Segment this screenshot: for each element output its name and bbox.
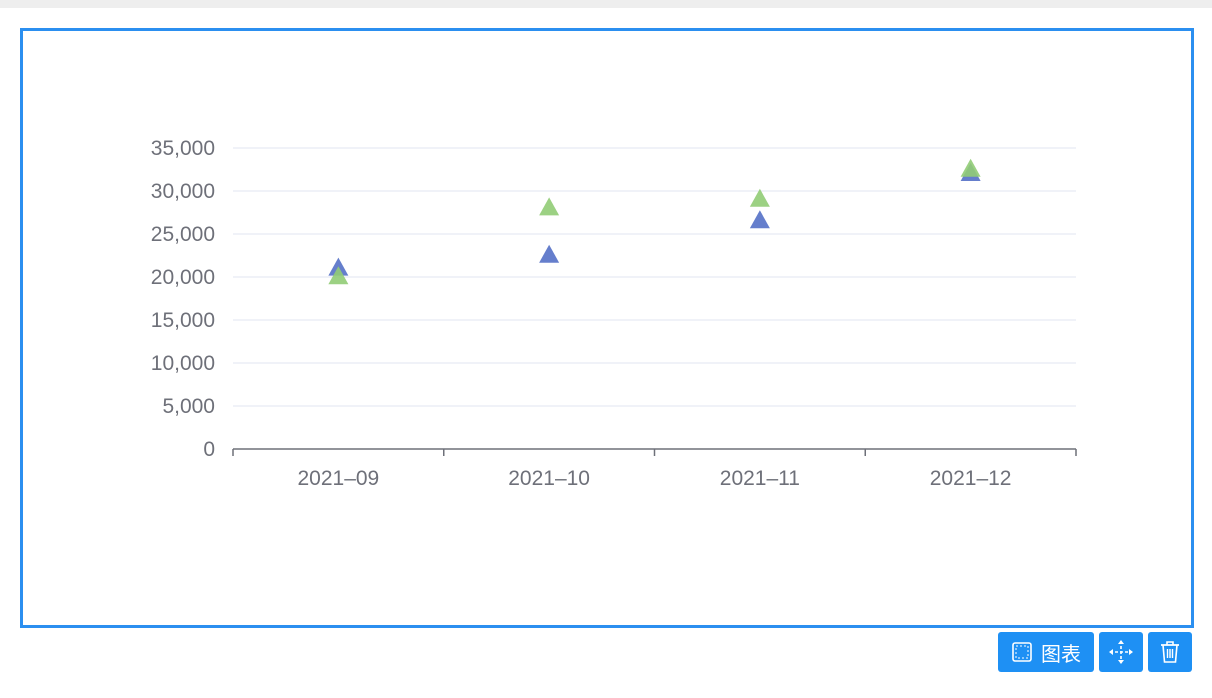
chart-toolbar: 图表 — [998, 632, 1192, 672]
y-tick-label: 30,000 — [151, 180, 215, 203]
delete-button[interactable] — [1148, 632, 1192, 672]
x-tick-label: 2021–11 — [720, 467, 800, 490]
x-axis-labels: 2021–09 2021–10 2021–11 2021–12 — [297, 467, 1011, 490]
y-tick-label: 20,000 — [151, 266, 215, 289]
move-icon — [1109, 640, 1133, 664]
y-tick-label: 5,000 — [162, 395, 215, 418]
x-tick-label: 2021–10 — [508, 467, 590, 490]
y-axis-labels: 0 5,000 10,000 15,000 20,000 25,000 30,000 35,0… — [151, 137, 215, 461]
series-2-point[interactable] — [960, 158, 981, 177]
y-tick-label: 10,000 — [151, 352, 215, 375]
y-tick-label: 15,000 — [151, 309, 215, 332]
x-axis — [232, 448, 1077, 456]
x-tick-label: 2021–09 — [297, 467, 379, 490]
chart-type-button[interactable]: 图表 — [998, 632, 1094, 672]
series-2-point[interactable] — [539, 197, 560, 216]
frame-icon — [1012, 642, 1032, 662]
x-tick-label: 2021–12 — [930, 467, 1012, 490]
series-2-point[interactable] — [328, 266, 349, 285]
y-tick-label: 25,000 — [151, 223, 215, 246]
series-2-point[interactable] — [749, 188, 770, 207]
chart-type-label: 图表 — [1041, 641, 1081, 666]
data-points — [328, 158, 981, 285]
series-1-point[interactable] — [539, 244, 560, 263]
top-strip — [0, 0, 1212, 8]
scatter-chart: 0 5,000 10,000 15,000 20,000 25,000 30,000 35,0… — [151, 137, 1077, 490]
move-button[interactable] — [1099, 632, 1143, 672]
grid-lines — [233, 147, 1076, 407]
y-tick-label: 0 — [203, 438, 215, 461]
chart-container[interactable]: 0 5,000 10,000 15,000 20,000 25,000 30,000 35,0… — [20, 28, 1194, 628]
y-tick-label: 35,000 — [151, 137, 215, 160]
trash-icon — [1161, 641, 1179, 663]
series-1-point[interactable] — [749, 210, 770, 229]
